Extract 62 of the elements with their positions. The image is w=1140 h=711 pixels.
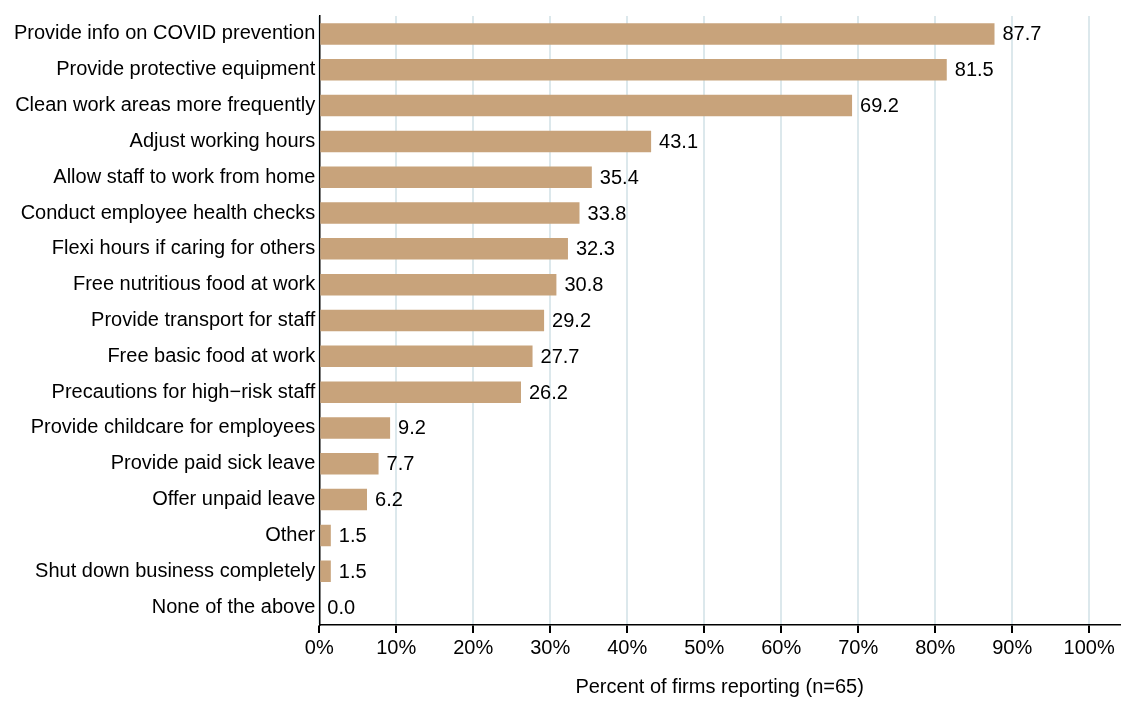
y-tick-label: Free basic food at work <box>107 343 317 366</box>
bar <box>320 273 557 296</box>
data-label: 33.8 <box>587 201 627 224</box>
y-tick-label: Allow staff to work from home <box>53 164 316 187</box>
data-label: 35.4 <box>599 165 639 188</box>
x-tick-label: 100% <box>1063 635 1115 658</box>
bar <box>320 130 652 153</box>
x-tick-label: 10% <box>376 635 417 658</box>
data-label: 43.1 <box>659 129 699 152</box>
bar <box>320 417 391 439</box>
y-tick-label: Shut down business completely <box>35 558 316 581</box>
x-tick-label: 50% <box>684 635 725 658</box>
data-label: 0.0 <box>327 595 356 618</box>
bar <box>320 560 331 583</box>
y-tick-label: None of the above <box>151 594 316 617</box>
data-label: 1.5 <box>338 523 367 546</box>
bar <box>320 309 545 332</box>
y-tick-label: Adjust working hours <box>129 128 316 151</box>
bar <box>320 345 533 368</box>
bar <box>320 23 995 45</box>
data-label: 32.3 <box>575 237 615 260</box>
bar <box>320 94 853 117</box>
y-tick-label: Clean work areas more frequently <box>15 93 316 116</box>
y-tick-label: Precautions for high−risk staff <box>51 379 316 402</box>
y-tick-label: Offer unpaid leave <box>152 487 316 510</box>
y-tick-label: Other <box>265 522 316 545</box>
y-tick-label: Free nutritious food at work <box>72 272 317 295</box>
y-tick-label: Provide info on COVID prevention <box>13 21 316 44</box>
x-tick-label: 80% <box>915 635 956 658</box>
data-label: 81.5 <box>954 58 994 81</box>
y-tick-label: Provide paid sick leave <box>110 451 316 474</box>
bar <box>320 58 947 81</box>
bar <box>320 453 379 475</box>
data-label: 26.2 <box>528 380 568 403</box>
bar <box>320 238 568 260</box>
x-tick-label: 0% <box>304 635 334 658</box>
data-label: 29.2 <box>552 309 592 332</box>
bar <box>320 524 331 547</box>
data-label: 87.7 <box>1002 22 1042 45</box>
y-tick-label: Flexi hours if caring for others <box>51 236 316 259</box>
x-axis-title: Percent of firms reporting (n=65) <box>575 674 864 697</box>
data-label: 69.2 <box>860 94 899 117</box>
x-tick-label: 30% <box>530 635 571 658</box>
x-tick-label: 60% <box>761 635 802 658</box>
data-label: 27.7 <box>540 344 580 367</box>
bar <box>320 202 580 224</box>
data-label: 30.8 <box>564 273 604 296</box>
data-label: 7.7 <box>386 452 415 475</box>
x-tick-label: 20% <box>453 635 494 658</box>
y-tick-label: Provide childcare for employees <box>30 415 316 438</box>
data-label: 9.2 <box>398 416 426 439</box>
data-label: 6.2 <box>375 488 403 511</box>
y-tick-label: Conduct employee health checks <box>20 200 316 223</box>
x-tick-label: 70% <box>838 635 879 658</box>
x-tick-label: 40% <box>607 635 648 658</box>
bar <box>320 166 592 188</box>
y-tick-label: Provide transport for staff <box>91 308 316 331</box>
y-tick-label: Provide protective equipment <box>56 57 316 80</box>
x-tick-label: 90% <box>992 635 1033 658</box>
data-label: 1.5 <box>338 559 367 582</box>
bar <box>320 488 368 511</box>
bar <box>320 381 521 403</box>
